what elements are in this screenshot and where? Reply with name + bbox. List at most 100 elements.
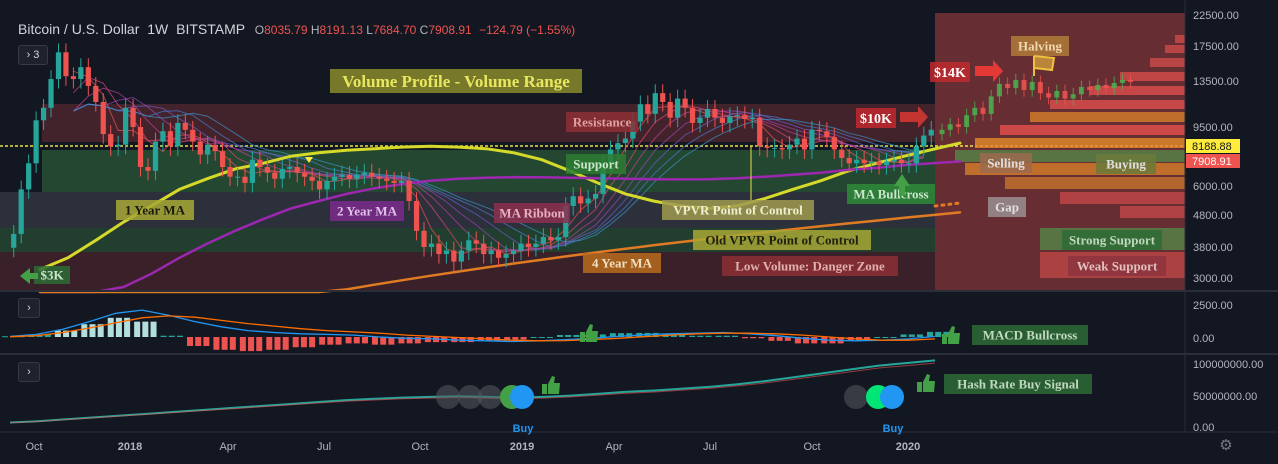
- interval-label[interactable]: 1W: [147, 21, 169, 37]
- hash-axis-tick: 100000000.00: [1193, 359, 1263, 371]
- macd-histogram-bar: [742, 337, 748, 339]
- chevron-right-icon: ›: [26, 49, 31, 61]
- candle: [346, 174, 353, 179]
- candle: [272, 172, 278, 179]
- macd-histogram-bar: [168, 335, 175, 337]
- time-axis-tick: 2018: [118, 441, 142, 453]
- projection-candle: [988, 96, 994, 114]
- macd-histogram-bar: [758, 337, 765, 339]
- candle: [354, 174, 360, 179]
- hash-buy-label-bg: [944, 374, 1092, 394]
- candle: [600, 163, 606, 194]
- candle: [570, 196, 576, 206]
- buy-signal-label: Buy: [883, 423, 905, 435]
- candle: [324, 180, 330, 190]
- macd-histogram-bar: [380, 337, 387, 345]
- candle: [458, 250, 464, 262]
- hash-buy-label: Hash Rate Buy Signal: [957, 377, 1079, 392]
- macd-histogram-bar: [213, 337, 220, 350]
- macd-histogram-bar: [44, 334, 51, 337]
- price-axis-tick: 13500.00: [1193, 76, 1239, 88]
- macd-pane-toggle-button[interactable]: ›: [18, 298, 40, 318]
- projection-candle: [1037, 81, 1043, 94]
- buying-label-bg: [1096, 154, 1156, 174]
- price-change: −124.79 (−1.55%): [479, 23, 576, 37]
- candle: [152, 141, 159, 171]
- macd-histogram-bar: [467, 337, 474, 343]
- low-volume-label-bg: [722, 256, 898, 276]
- macd-histogram-bar: [388, 337, 395, 345]
- hash-axis-tick: 0.00: [1193, 422, 1214, 434]
- macd-histogram-bar: [538, 337, 545, 338]
- selling-label: Selling: [987, 156, 1025, 171]
- macd-line: [9, 309, 936, 343]
- projection-candle: [1103, 84, 1109, 88]
- time-axis-tick: Apr: [219, 441, 236, 453]
- time-axis-tick: 2020: [896, 441, 920, 453]
- macd-histogram-bar: [565, 334, 572, 337]
- ma-projection: [933, 201, 962, 208]
- candle: [727, 116, 733, 123]
- macd-histogram-bar: [459, 337, 466, 343]
- candle: [257, 159, 263, 168]
- macd-histogram-bar: [882, 337, 889, 338]
- macd-histogram-bar: [203, 337, 210, 346]
- vpvr-poc-label-bg: [662, 200, 814, 220]
- old-vpvr-poc-label: Old VPVR Point of Control: [705, 233, 859, 248]
- macd-histogram-bar: [679, 334, 686, 337]
- macd-histogram-bar: [361, 337, 368, 344]
- projection-candle: [1111, 82, 1117, 88]
- macd-histogram-bar: [811, 337, 818, 344]
- candle: [868, 161, 875, 164]
- macd-histogram-bar: [670, 334, 677, 337]
- candle: [33, 120, 39, 164]
- macd-histogram-bar: [908, 334, 915, 337]
- projection-candle: [1119, 80, 1125, 83]
- chart-header: Bitcoin / U.S. Dollar 1W BITSTAMP O8035.…: [18, 21, 575, 37]
- macd-histogram-bar: [916, 334, 923, 337]
- candle: [921, 135, 927, 147]
- candle: [212, 144, 218, 152]
- candle: [316, 180, 323, 190]
- price-axis-tick: 22500.00: [1193, 10, 1239, 22]
- volume-profile-label: Volume Profile - Volume Range: [342, 72, 570, 91]
- candle: [697, 117, 703, 123]
- candle: [264, 167, 270, 173]
- macd-histogram-bar: [115, 317, 122, 337]
- candle: [242, 176, 248, 183]
- gap-label: Gap: [995, 200, 1019, 215]
- time-axis-tick: Jul: [703, 441, 717, 453]
- candle: [399, 180, 405, 183]
- candle: [786, 144, 793, 150]
- candle: [495, 250, 502, 258]
- ma-price-tag-text: 8188.88: [1192, 141, 1232, 153]
- gear-icon[interactable]: ⚙: [1219, 437, 1233, 454]
- ma-bullcross-label-bg: [847, 184, 935, 204]
- macd-histogram-bar: [520, 337, 527, 340]
- time-axis-tick: Oct: [803, 441, 820, 453]
- candle: [421, 230, 427, 248]
- candle: [749, 117, 755, 119]
- candle: [883, 161, 890, 166]
- candle: [913, 146, 919, 164]
- projection-candle: [996, 83, 1002, 97]
- thumbs-up-icon: [942, 326, 960, 344]
- projection-candle: [1128, 80, 1134, 82]
- chevron-right-icon: ›: [27, 366, 31, 378]
- candle: [637, 104, 643, 122]
- projection-candle: [980, 107, 986, 114]
- projection-candle: [947, 124, 953, 130]
- buy-signal-dot: [458, 385, 482, 409]
- macd-histogram-bar: [97, 324, 104, 337]
- candle: [70, 76, 77, 80]
- candle: [712, 108, 718, 118]
- price-axis-tick: 9500.00: [1193, 122, 1233, 134]
- candle: [302, 172, 308, 177]
- macd-bullcross-label-bg: [972, 325, 1088, 345]
- candle: [839, 149, 845, 158]
- one-year-ma-label: 1 Year MA: [125, 203, 186, 218]
- indicators-toggle-button[interactable]: › 3: [18, 45, 48, 65]
- time-axis-tick: Apr: [605, 441, 622, 453]
- hash-pane-toggle-button[interactable]: ›: [18, 362, 40, 382]
